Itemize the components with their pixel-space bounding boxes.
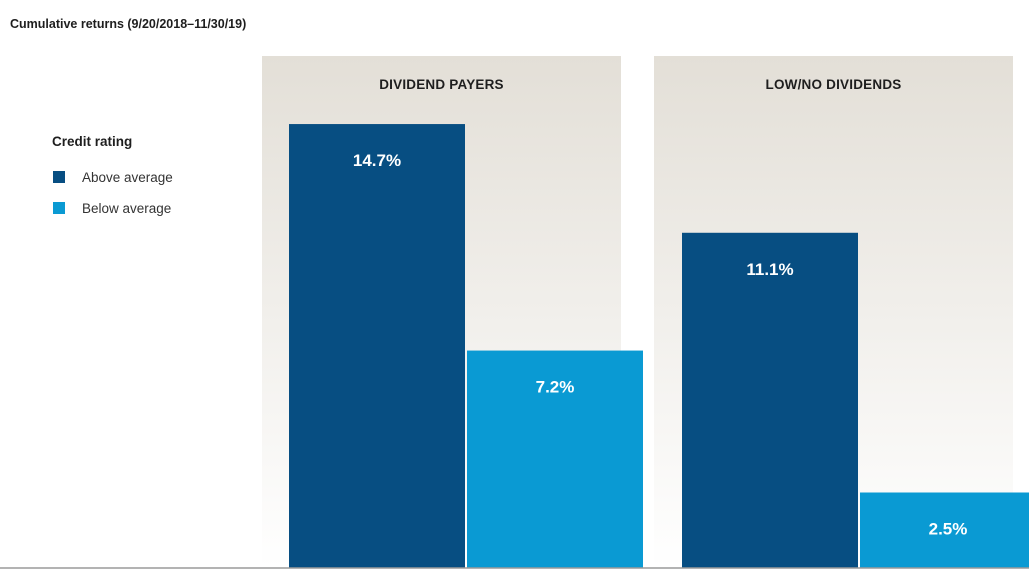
chart-title: Cumulative returns (9/20/2018–11/30/19) — [10, 17, 246, 31]
legend-swatch-below-average — [53, 202, 65, 214]
panel-title: LOW/NO DIVIDENDS — [766, 77, 902, 92]
bar-above-average-low-no-dividends — [682, 232, 858, 568]
bar-value-label: 11.1% — [746, 260, 793, 279]
legend-label-above-average: Above average — [82, 170, 173, 185]
legend-title: Credit rating — [52, 134, 132, 149]
legend-label-below-average: Below average — [82, 201, 171, 216]
bar-value-label: 2.5% — [929, 520, 968, 539]
legend: Credit rating Above average Below averag… — [52, 134, 173, 216]
bar-above-average-dividend-payers — [289, 124, 465, 568]
bar-below-average-low-no-dividends — [860, 492, 1029, 568]
bar-below-average-dividend-payers — [467, 350, 643, 568]
panel-title: DIVIDEND PAYERS — [379, 77, 504, 92]
legend-swatch-above-average — [53, 171, 65, 183]
bar-value-label: 14.7% — [353, 151, 401, 170]
bar-value-label: 7.2% — [536, 378, 575, 397]
bars: 14.7% 7.2% 11.1% 2.5% — [289, 124, 1029, 568]
